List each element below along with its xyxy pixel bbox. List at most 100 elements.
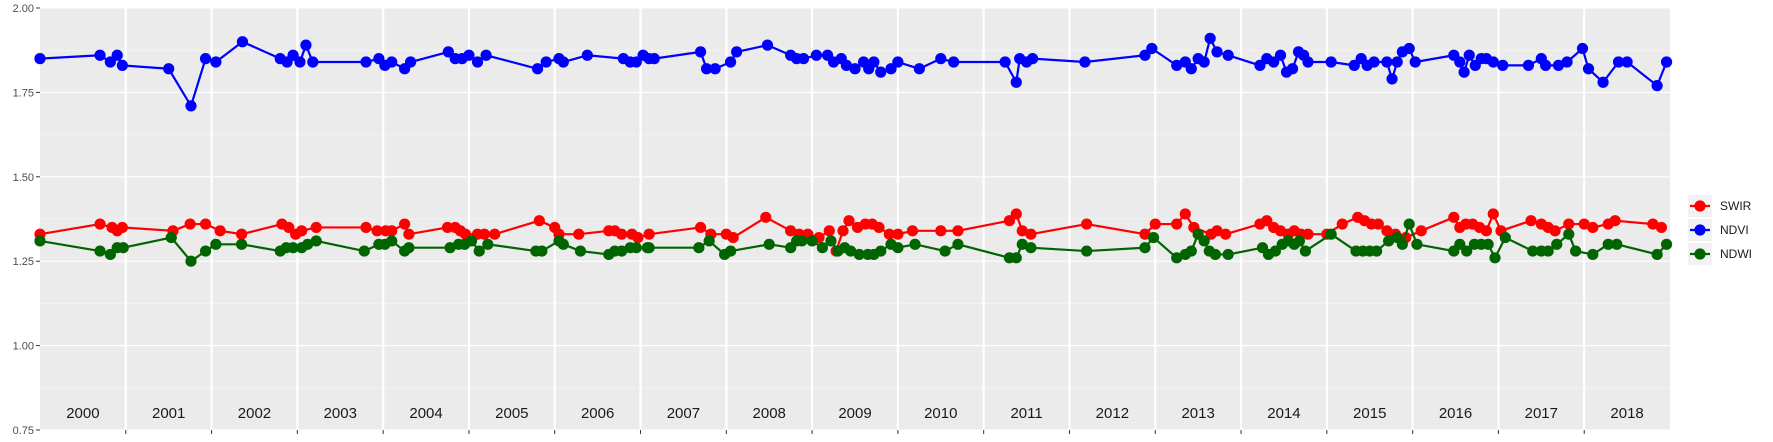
data-point [442, 46, 454, 58]
data-point [1651, 248, 1663, 261]
data-point [1386, 73, 1398, 85]
data-point [1381, 225, 1393, 237]
data-point [1403, 218, 1415, 230]
data-point [875, 245, 887, 257]
data-point [371, 225, 383, 237]
data-point [873, 221, 885, 234]
data-point [533, 215, 545, 227]
data-point [236, 228, 248, 240]
data-point [1497, 59, 1509, 71]
data-point [104, 56, 116, 68]
data-point [1348, 59, 1360, 71]
y-tick-label: 0.75 [13, 425, 34, 437]
legend: SWIR NDVI NDWI [1688, 195, 1752, 265]
data-point [236, 238, 248, 250]
data-point [536, 245, 548, 257]
data-point [1487, 56, 1499, 68]
data-point [214, 225, 226, 237]
data-point [1489, 252, 1501, 264]
data-point [1576, 42, 1589, 55]
data-point [1655, 221, 1668, 234]
data-point [853, 248, 865, 261]
data-point [952, 238, 964, 250]
data-point [1597, 76, 1609, 88]
data-point [480, 49, 492, 61]
data-point [1454, 56, 1466, 68]
data-point [165, 231, 177, 244]
data-point [310, 235, 322, 247]
data-point [1185, 63, 1197, 75]
data-point [1079, 56, 1091, 68]
data-point [1211, 225, 1223, 237]
data-point [386, 56, 398, 68]
data-point [1542, 245, 1554, 257]
data-point [763, 238, 775, 250]
year-label: 2013 [1181, 405, 1214, 422]
y-tick-label: 1.50 [13, 172, 34, 184]
data-point [1336, 218, 1348, 230]
year-label: 2008 [753, 405, 786, 422]
legend-key-point [1694, 248, 1706, 260]
data-point [1563, 228, 1575, 240]
data-point [952, 225, 964, 237]
data-point [185, 100, 197, 112]
data-point [1149, 218, 1161, 230]
year-label: 2002 [238, 405, 271, 422]
data-point [1487, 208, 1499, 220]
data-point [116, 59, 128, 71]
data-point [1612, 56, 1625, 68]
data-point [1198, 56, 1210, 68]
data-point [199, 218, 212, 230]
data-point [1171, 218, 1183, 230]
data-point [849, 63, 861, 75]
data-point [296, 225, 308, 237]
data-point [1609, 215, 1621, 227]
data-point [399, 218, 411, 230]
data-point [892, 242, 904, 254]
data-point [163, 63, 175, 75]
data-point [935, 225, 947, 237]
data-point [1268, 56, 1280, 68]
year-label: 2014 [1267, 405, 1300, 422]
data-point [1454, 238, 1466, 250]
y-tick-label: 2.00 [13, 3, 34, 15]
series-layer [34, 32, 1673, 267]
data-point [1222, 49, 1234, 61]
year-label: 2004 [409, 405, 442, 422]
data-point [1578, 218, 1590, 230]
year-label: 2003 [324, 405, 357, 422]
data-point [185, 255, 197, 267]
data-point [294, 56, 306, 68]
data-point [909, 238, 921, 250]
data-point [816, 242, 829, 254]
data-point [236, 36, 249, 48]
data-point [1371, 245, 1383, 257]
data-point [1647, 218, 1659, 230]
data-point [1561, 56, 1573, 68]
data-point [1540, 59, 1552, 71]
data-point [531, 63, 544, 75]
data-point [1660, 56, 1673, 68]
data-point [1198, 235, 1210, 247]
data-point [1396, 238, 1408, 250]
data-point [648, 53, 660, 65]
data-point [441, 221, 454, 234]
data-point [1025, 228, 1037, 240]
data-point [939, 245, 951, 257]
data-point [471, 56, 484, 68]
data-point [310, 221, 322, 234]
data-point [1302, 56, 1314, 68]
data-point [1522, 59, 1535, 71]
data-point [94, 245, 106, 257]
data-point [703, 235, 715, 247]
data-point [1025, 242, 1037, 254]
data-point [825, 235, 837, 247]
data-point [1003, 215, 1016, 227]
data-point [875, 66, 887, 78]
data-point [199, 245, 212, 257]
year-label: 2011 [1010, 405, 1042, 422]
data-point [1139, 242, 1151, 254]
data-point [444, 242, 456, 254]
data-point [843, 215, 855, 227]
